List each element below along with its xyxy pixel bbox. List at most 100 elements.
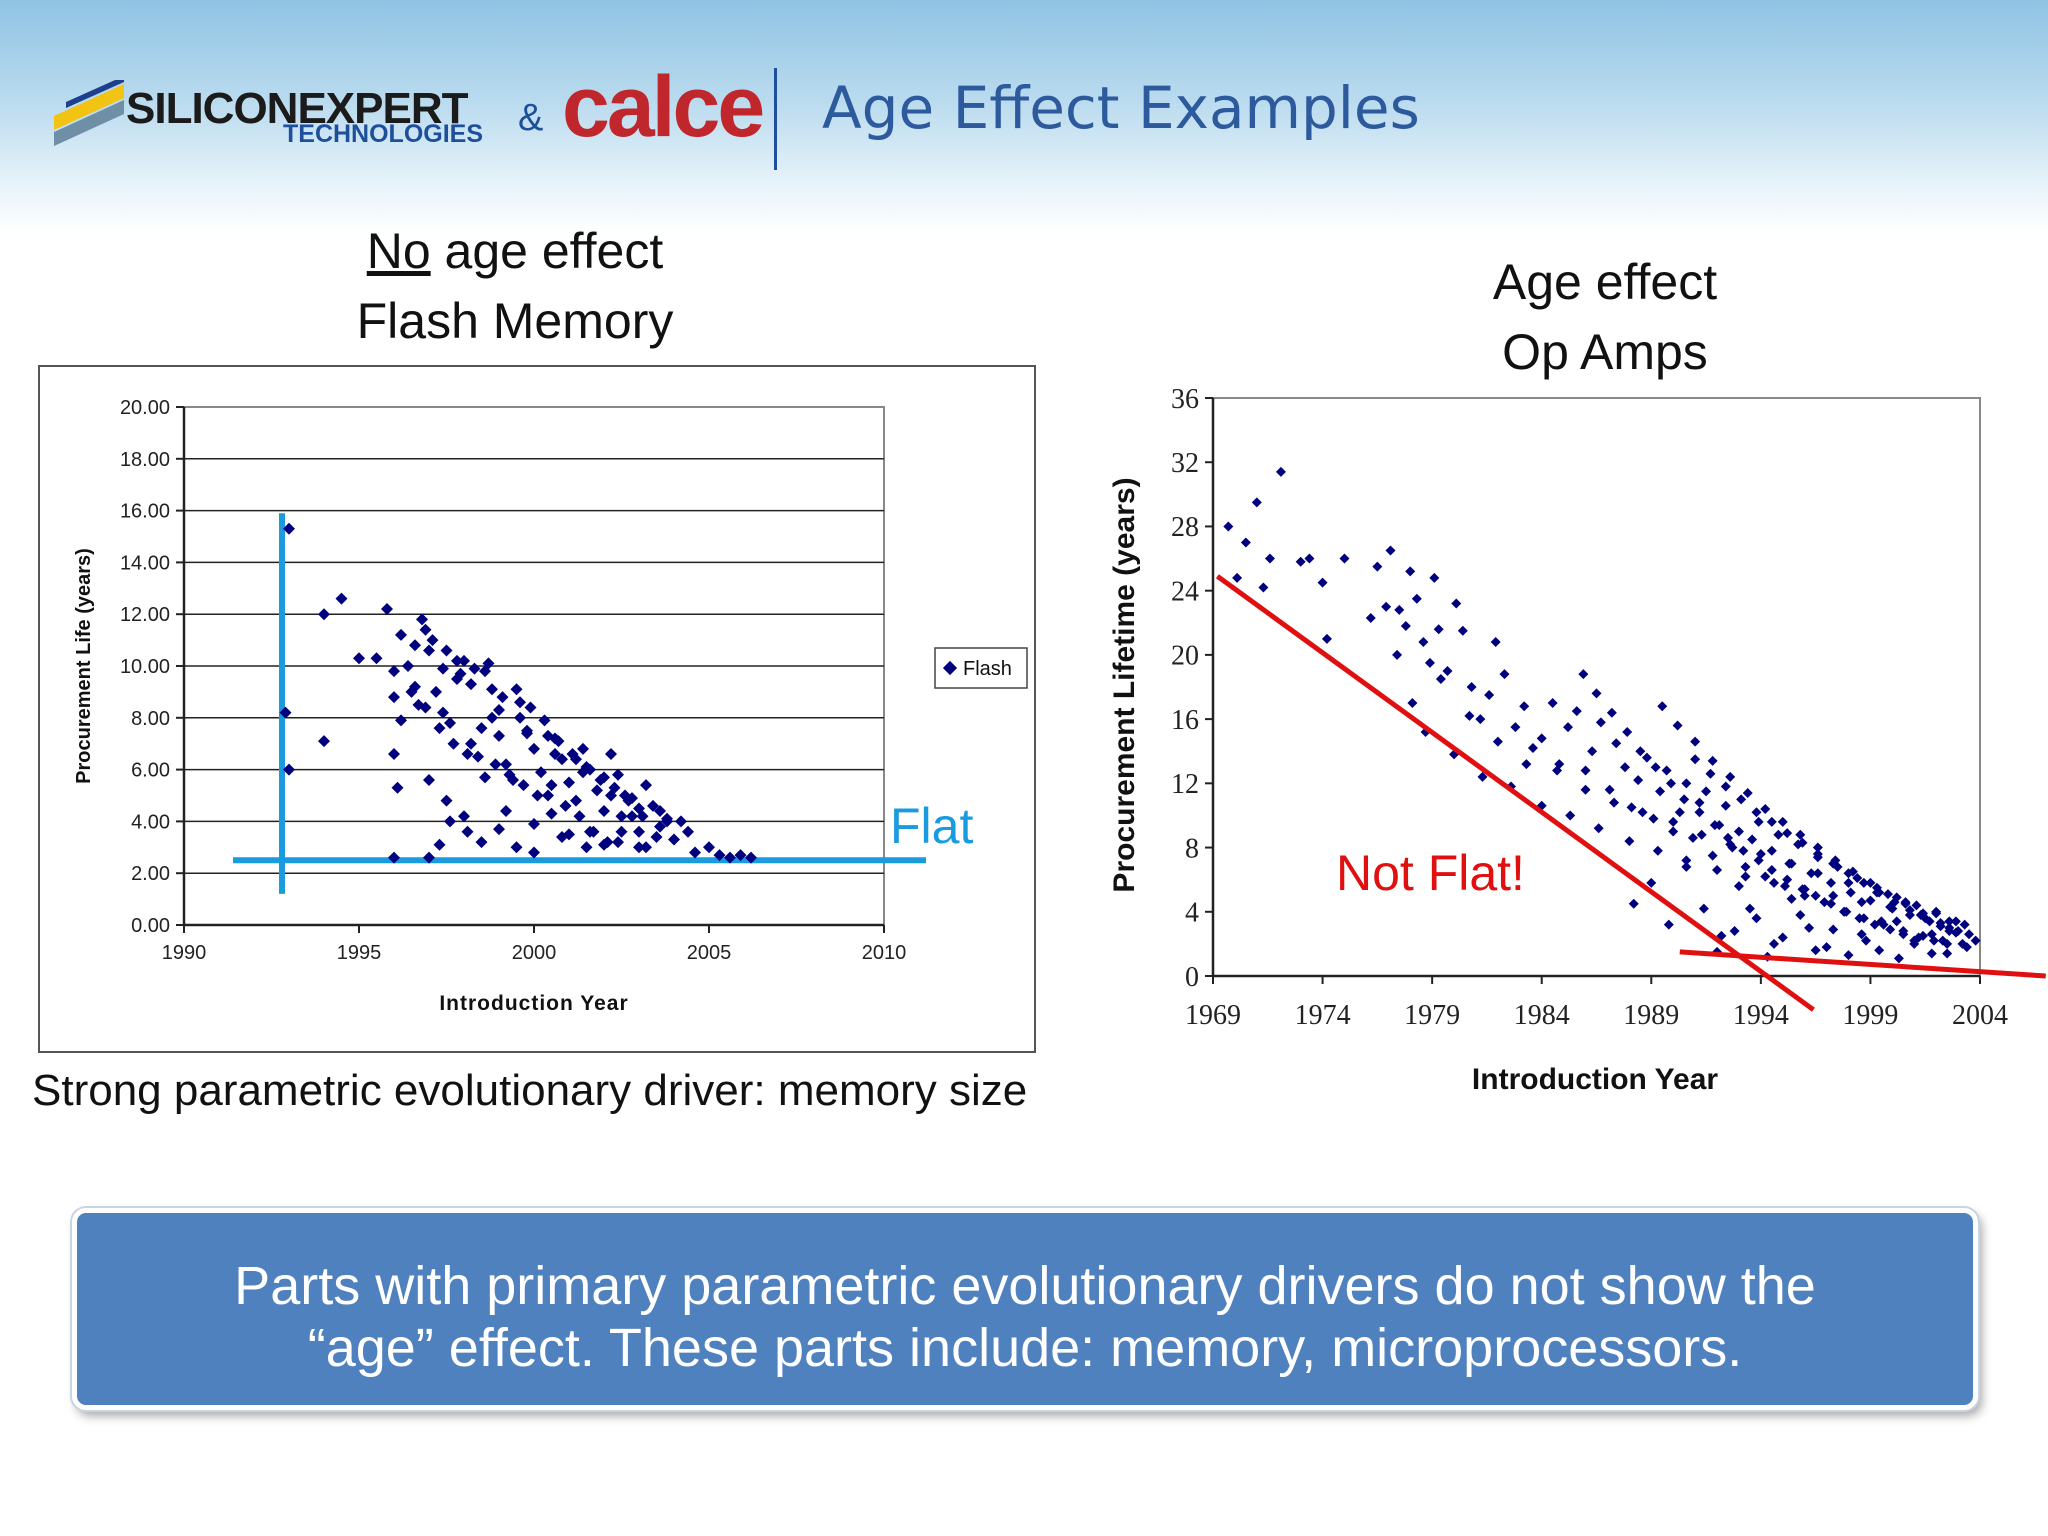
c2-data-point <box>1821 942 1832 953</box>
c1-data-point <box>437 706 449 719</box>
c2-data-point <box>1275 466 1286 477</box>
c2-data-point <box>1797 837 1808 848</box>
c2-data-point <box>1722 832 1733 843</box>
c1-data-point <box>689 846 701 859</box>
c1-data-point <box>447 737 460 750</box>
c2-data-point <box>1420 726 1431 737</box>
c1-data-point <box>451 654 463 667</box>
c1-data-point <box>493 729 505 742</box>
c2-data-point <box>1490 637 1501 648</box>
c2-data-point <box>1435 673 1446 684</box>
c1-data-point <box>416 613 428 626</box>
c2-data-point <box>1663 919 1674 930</box>
c2-data-point <box>1372 561 1383 572</box>
c2-data-point <box>1475 714 1486 725</box>
c1-data-point <box>577 766 589 779</box>
c2-data-point <box>1563 722 1574 733</box>
c2-data-point <box>1650 762 1661 773</box>
flash-memory-chart: 0.00 2.00 4.00 6.00 8.00 10.00 12.00 14.00 16.00… <box>38 365 1036 1053</box>
c2-data-point <box>1782 828 1793 839</box>
c2-data-point <box>1633 775 1644 786</box>
c2-data-point <box>1766 845 1777 856</box>
c2-data-point <box>1942 938 1953 949</box>
c2-data-point <box>1466 682 1477 692</box>
chart1-y-axis-label: Procurement Life (years) <box>73 548 95 784</box>
c1-data-point <box>531 789 544 802</box>
c1-data-point <box>682 825 694 838</box>
c2-data-point <box>1674 807 1685 818</box>
chart2-y-axis-label: Procurement Lifetime (years) <box>1108 477 1141 892</box>
c2-data-point <box>1405 566 1416 577</box>
c1-data-point <box>458 810 470 823</box>
c1-data-point <box>633 841 645 854</box>
c1-x-tick-label: 2010 <box>862 942 907 964</box>
c2-data-point <box>1519 701 1530 712</box>
c2-y-tick-label: 16 <box>1171 705 1199 736</box>
c1-data-point <box>461 825 474 838</box>
c2-data-point <box>1889 897 1900 908</box>
c2-data-point <box>1451 598 1462 609</box>
c2-data-point <box>1240 537 1251 548</box>
logo-sub-text: TECHNOLOGIES <box>283 120 484 148</box>
c1-data-point <box>640 841 652 854</box>
c2-data-point <box>1858 877 1869 888</box>
c1-data-point <box>552 735 565 748</box>
c2-data-point <box>1666 778 1677 789</box>
c1-data-point <box>318 608 330 621</box>
c2-data-point <box>1707 850 1718 861</box>
c2-data-point <box>1661 765 1672 776</box>
c2-data-point <box>1845 887 1856 898</box>
c2-data-point <box>1652 845 1663 856</box>
c1-data-point <box>514 711 526 724</box>
c2-data-point <box>1926 929 1937 940</box>
c1-data-point <box>444 815 456 828</box>
c1-data-point <box>479 771 491 784</box>
c2-data-point <box>1499 669 1510 680</box>
c2-data-point <box>1964 929 1975 940</box>
c1-data-point <box>528 742 540 755</box>
slide-title: Age Effect Examples <box>822 74 1420 142</box>
c1-data-point <box>535 766 547 779</box>
evolutionary-driver-note: Strong parametric evolutionary driver: m… <box>32 1066 1028 1115</box>
c1-data-point <box>454 667 467 680</box>
c2-data-point <box>1591 688 1602 699</box>
c2-data-point <box>1760 804 1771 815</box>
c1-data-point <box>661 812 673 825</box>
c1-data-point <box>626 792 638 805</box>
c1-data-point <box>598 771 610 784</box>
c1-data-point <box>279 706 292 719</box>
c1-data-point <box>528 817 540 830</box>
c1-data-point <box>615 825 628 838</box>
c2-data-point <box>1736 794 1747 805</box>
c1-y-tick-label: 10.00 <box>120 656 170 678</box>
c1-data-point <box>510 841 523 854</box>
c2-data-point <box>1637 807 1648 818</box>
c1-data-point <box>654 820 666 833</box>
c1-data-point <box>458 654 470 667</box>
c1-data-point <box>482 657 495 670</box>
slide-header: SILICONEXPERT TECHNOLOGIES & calce Age E… <box>0 0 2048 235</box>
c1-data-point <box>496 691 509 704</box>
c2-data-point <box>1232 572 1243 583</box>
c1-data-point <box>650 830 663 843</box>
c2-data-point <box>1400 620 1411 631</box>
c1-data-point <box>395 628 407 641</box>
logo-main-text: SILICONEXPERT <box>126 84 468 133</box>
c2-data-point <box>1856 897 1867 908</box>
c1-data-point <box>433 838 446 851</box>
c2-data-point <box>1742 787 1753 798</box>
c2-data-point <box>1457 625 1468 636</box>
c2-data-point <box>1747 834 1758 845</box>
c1-data-point <box>605 748 617 761</box>
left-caption-line2: Flash Memory <box>356 293 674 349</box>
c2-data-point <box>1411 593 1422 604</box>
c2-data-point <box>1492 736 1503 747</box>
c1-data-point <box>745 851 757 864</box>
c1-y-tick-label: 0.00 <box>131 915 170 937</box>
c1-data-point <box>703 841 715 854</box>
c2-data-point <box>1769 938 1780 949</box>
c1-data-point <box>545 779 558 792</box>
c2-data-point <box>1709 820 1720 831</box>
c2-data-point <box>1797 884 1808 895</box>
c1-data-point <box>335 592 348 605</box>
